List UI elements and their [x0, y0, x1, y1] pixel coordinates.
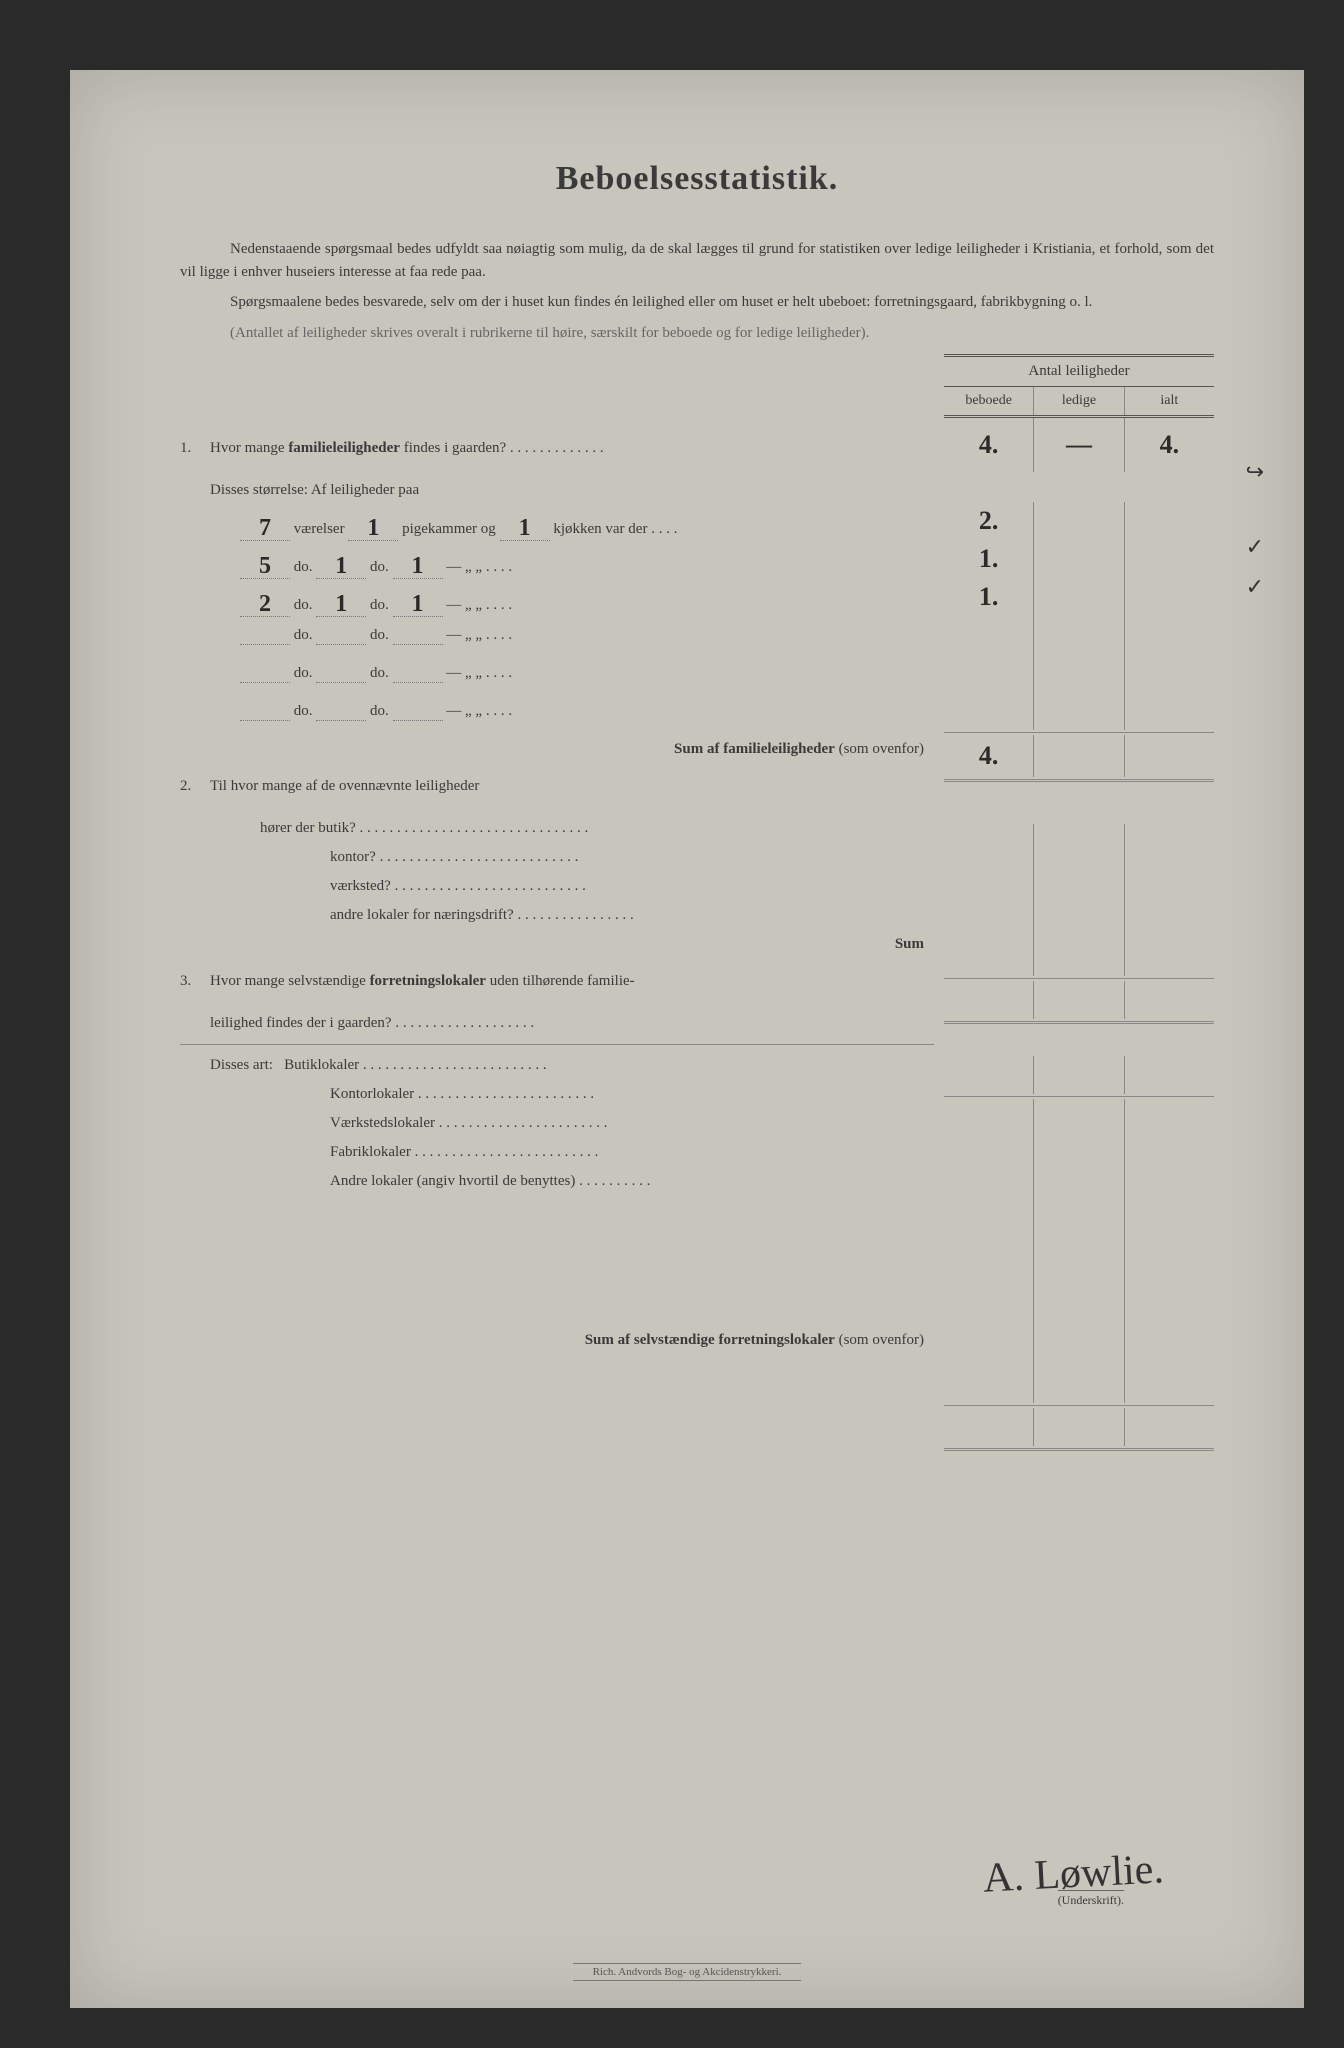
table-row: [944, 1408, 1214, 1446]
table-row: [944, 654, 1214, 692]
table-row: [944, 1213, 1214, 1251]
table-row: [944, 1175, 1214, 1213]
signature-label: (Underskrift).: [1058, 1890, 1124, 1908]
q3-item: Værkstedslokaler . . . . . . . . . . . .…: [330, 1115, 934, 1132]
cell: [1124, 692, 1214, 730]
intro-p1: Nedenstaaende spørgsmaal bedes udfyldt s…: [180, 238, 1214, 283]
cell: [944, 654, 1033, 692]
q2-item: værksted? . . . . . . . . . . . . . . . …: [330, 878, 934, 895]
cell: [1033, 654, 1123, 692]
document-page: Beboelsesstatistik. Nedenstaaende spørgs…: [70, 70, 1304, 2008]
q3-text2: leilighed findes der i gaarden? . . . . …: [210, 1015, 934, 1032]
cell: [1033, 616, 1123, 654]
table-row: [944, 692, 1214, 730]
table-row: [944, 1099, 1214, 1137]
q1-num: 1.: [180, 440, 210, 457]
q3-text: Hvor mange selvstændige forretningslokal…: [210, 973, 934, 990]
q1-sub: Disses størrelse: Af leiligheder paa: [210, 482, 934, 499]
cell: [1033, 578, 1123, 616]
q3-sum: Sum af selvstændige forretningslokaler (…: [180, 1332, 934, 1349]
q3-num: 3.: [180, 973, 210, 990]
table-subheaders: beboede ledige ialt: [944, 387, 1214, 418]
cell: 4.: [944, 735, 1033, 777]
q2-text: Til hvor mange af de ovennævnte leilighe…: [210, 778, 934, 795]
printer-footer: Rich. Andvords Bog- og Akcidenstrykkeri.: [70, 1966, 1304, 1978]
table-row: 1.: [944, 578, 1214, 616]
size-row: do. do. — „ „ . . . .: [240, 627, 934, 651]
cell: 1.: [944, 540, 1033, 578]
q3-item: Kontorlokaler . . . . . . . . . . . . . …: [330, 1086, 934, 1103]
size-row: do. do. — „ „ . . . .: [240, 703, 934, 727]
size-row: 5 do. 1 do. 1 — „ „ . . . .: [240, 551, 934, 575]
question-1: 1. Hvor mange familieleiligheder findes …: [180, 440, 934, 466]
q2-item: andre lokaler for næringsdrift? . . . . …: [330, 907, 934, 924]
check-mark: ↪: [1246, 459, 1264, 485]
table-header: Antal leiligheder: [944, 354, 1214, 387]
cell: [1124, 616, 1214, 654]
page-title: Beboelsesstatistik.: [180, 160, 1214, 198]
form-content: Antal leiligheder beboede ledige ialt 4.…: [180, 354, 1214, 1349]
size-row: 2 do. 1 do. 1 — „ „ . . . .: [240, 589, 934, 613]
table-row: [944, 862, 1214, 900]
count-table: Antal leiligheder beboede ledige ialt 4.…: [944, 354, 1214, 1453]
q2-item: hører der butik? . . . . . . . . . . . .…: [260, 820, 934, 837]
table-row: [944, 900, 1214, 938]
check-mark: ✓: [1246, 534, 1264, 560]
size-row: do. do. — „ „ . . . .: [240, 665, 934, 689]
q2-sum: Sum: [180, 936, 934, 953]
cell: [944, 616, 1033, 654]
intro-p3: (Antallet af leiligheder skrives overalt…: [180, 322, 1214, 345]
q3-art: Disses art: Butiklokaler . . . . . . . .…: [210, 1057, 934, 1074]
table-row: [944, 1137, 1214, 1175]
question-3: 3. Hvor mange selvstændige forretningslo…: [180, 973, 934, 1349]
cell: [1124, 502, 1214, 540]
cell: [1033, 735, 1123, 777]
table-row: [944, 938, 1214, 976]
q1-sum: Sum af familieleiligheder (som ovenfor): [180, 741, 934, 758]
cell: 2.: [944, 502, 1033, 540]
col-ialt: ialt: [1124, 387, 1214, 415]
cell: [944, 692, 1033, 730]
table-row: [944, 981, 1214, 1019]
table-row: [944, 824, 1214, 862]
q2-num: 2.: [180, 778, 210, 795]
intro-p2: Spørgsmaalene bedes besvarede, selv om d…: [180, 291, 1214, 314]
size-row: 7 værelser 1 pigekammer og 1 kjøkken var…: [240, 513, 934, 537]
table-row: 4. — 4.: [944, 418, 1214, 472]
cell: [1124, 735, 1214, 777]
table-row: [944, 1251, 1214, 1289]
table-row: [944, 1289, 1214, 1327]
cell: [1033, 692, 1123, 730]
check-mark: ✓: [1246, 574, 1264, 600]
col-beboede: beboede: [944, 387, 1033, 415]
cell: [1033, 540, 1123, 578]
cell: 1.: [944, 578, 1033, 616]
cell: 4.: [944, 418, 1033, 472]
scan-background: Beboelsesstatistik. Nedenstaaende spørgs…: [0, 0, 1344, 2048]
question-2: 2. Til hvor mange af de ovennævnte leili…: [180, 778, 934, 953]
col-ledige: ledige: [1033, 387, 1123, 415]
table-row: [944, 1327, 1214, 1365]
table-row-sum: 4.: [944, 735, 1214, 777]
table-row: [944, 1056, 1214, 1094]
cell: 4.: [1124, 418, 1214, 472]
cell: [1033, 502, 1123, 540]
q3-item: Fabriklokaler . . . . . . . . . . . . . …: [330, 1144, 934, 1161]
table-row: [944, 1365, 1214, 1403]
q1-text: Hvor mange familieleiligheder findes i g…: [210, 440, 934, 457]
cell: [1124, 654, 1214, 692]
table-row: 1.: [944, 540, 1214, 578]
table-row: [944, 616, 1214, 654]
cell: [1124, 578, 1214, 616]
cell: [1124, 540, 1214, 578]
table-row: 2.: [944, 502, 1214, 540]
q2-item: kontor? . . . . . . . . . . . . . . . . …: [330, 849, 934, 866]
cell: —: [1033, 418, 1123, 472]
q3-item: Andre lokaler (angiv hvortil de benyttes…: [330, 1173, 934, 1190]
questions-column: 1. Hvor mange familieleiligheder findes …: [180, 354, 934, 1349]
